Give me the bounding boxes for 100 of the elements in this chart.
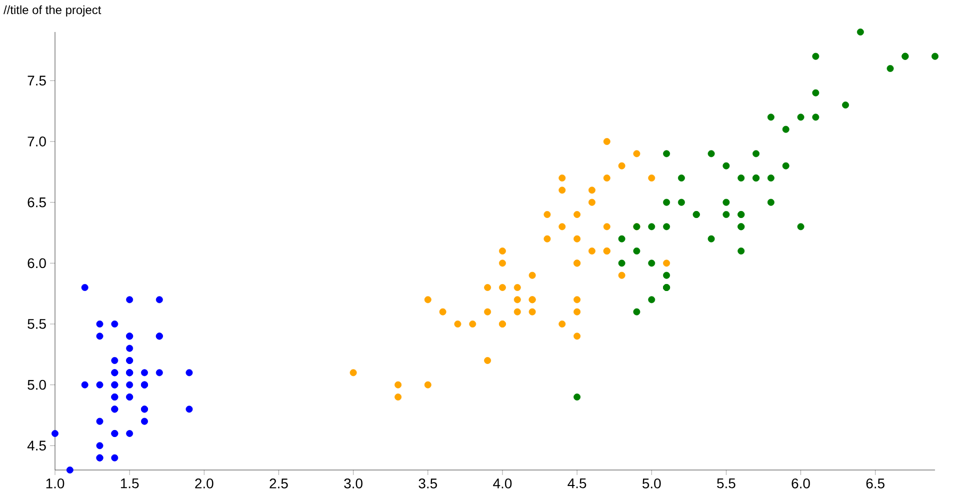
point <box>797 223 804 230</box>
point <box>558 223 566 230</box>
point <box>528 308 536 316</box>
point <box>618 260 626 267</box>
x-tick-label: 6.0 <box>792 478 810 488</box>
point <box>648 260 656 267</box>
point <box>663 223 670 230</box>
x-tick-label: 6.5 <box>866 478 884 488</box>
point <box>424 296 432 304</box>
point <box>618 235 626 242</box>
point <box>96 320 104 328</box>
point <box>782 126 790 133</box>
point <box>439 308 446 316</box>
point <box>633 150 640 158</box>
point <box>618 272 626 279</box>
point <box>678 198 685 206</box>
point <box>126 430 134 437</box>
y-tick-label: 4.5 <box>27 440 46 451</box>
point <box>663 272 670 279</box>
point <box>767 174 774 182</box>
point <box>544 211 551 218</box>
point <box>528 272 536 279</box>
x-tick-label: 3.5 <box>418 478 437 488</box>
x-tick-label: 2.5 <box>270 478 288 488</box>
point <box>484 284 492 291</box>
point <box>574 235 581 242</box>
point <box>708 150 715 158</box>
point <box>738 174 745 182</box>
point <box>722 198 730 206</box>
point <box>514 296 521 304</box>
point <box>574 308 581 316</box>
y-tick-label: 5.0 <box>28 380 46 390</box>
point <box>738 248 745 254</box>
point <box>156 369 163 376</box>
point <box>424 381 432 388</box>
point <box>111 454 118 462</box>
point <box>752 150 760 158</box>
point <box>633 248 640 254</box>
point <box>588 248 596 254</box>
point <box>96 418 104 425</box>
point <box>574 296 581 304</box>
point <box>514 284 521 291</box>
y-tick-label: 6.0 <box>28 258 46 268</box>
point <box>454 320 462 328</box>
point <box>544 235 551 242</box>
point <box>767 198 774 206</box>
point <box>558 186 566 194</box>
point <box>394 394 402 400</box>
point <box>498 260 506 267</box>
point <box>394 381 402 388</box>
point <box>111 357 118 364</box>
point <box>767 114 774 121</box>
point <box>469 320 476 328</box>
point <box>588 198 596 206</box>
x-tick-label: 1.0 <box>46 478 64 488</box>
point <box>81 284 88 291</box>
point <box>186 369 193 376</box>
point <box>141 418 148 425</box>
y-tick-label: 5.5 <box>28 319 46 329</box>
point <box>812 114 820 121</box>
x-tick-label: 4.5 <box>568 478 586 488</box>
x-tick-label: 5.0 <box>642 478 661 488</box>
point <box>782 162 790 170</box>
point <box>141 369 148 376</box>
point <box>66 466 74 474</box>
point <box>484 357 492 364</box>
point <box>498 248 506 254</box>
x-tick-label: 1.5 <box>120 478 139 488</box>
point <box>126 344 134 352</box>
point <box>574 211 581 218</box>
point <box>96 381 104 388</box>
point <box>484 308 492 316</box>
point <box>81 381 88 388</box>
point <box>111 320 118 328</box>
point <box>797 114 804 121</box>
point <box>603 138 610 145</box>
point <box>603 223 610 230</box>
point <box>648 174 656 182</box>
point <box>886 65 894 72</box>
point <box>156 296 163 304</box>
point <box>498 284 506 291</box>
point <box>52 430 58 437</box>
point <box>186 406 193 413</box>
point <box>722 211 730 218</box>
point <box>648 223 656 230</box>
point <box>126 381 134 388</box>
x-tick-label: 4.0 <box>493 478 512 488</box>
point <box>96 442 104 450</box>
point <box>648 296 656 304</box>
x-tick-label: 3.0 <box>344 478 362 488</box>
point <box>558 174 566 182</box>
point <box>932 52 938 60</box>
point <box>558 320 566 328</box>
point <box>812 89 820 96</box>
point <box>663 150 670 158</box>
point <box>708 235 715 242</box>
point <box>618 162 626 170</box>
point <box>633 308 640 316</box>
point <box>126 296 134 304</box>
point <box>663 260 670 267</box>
